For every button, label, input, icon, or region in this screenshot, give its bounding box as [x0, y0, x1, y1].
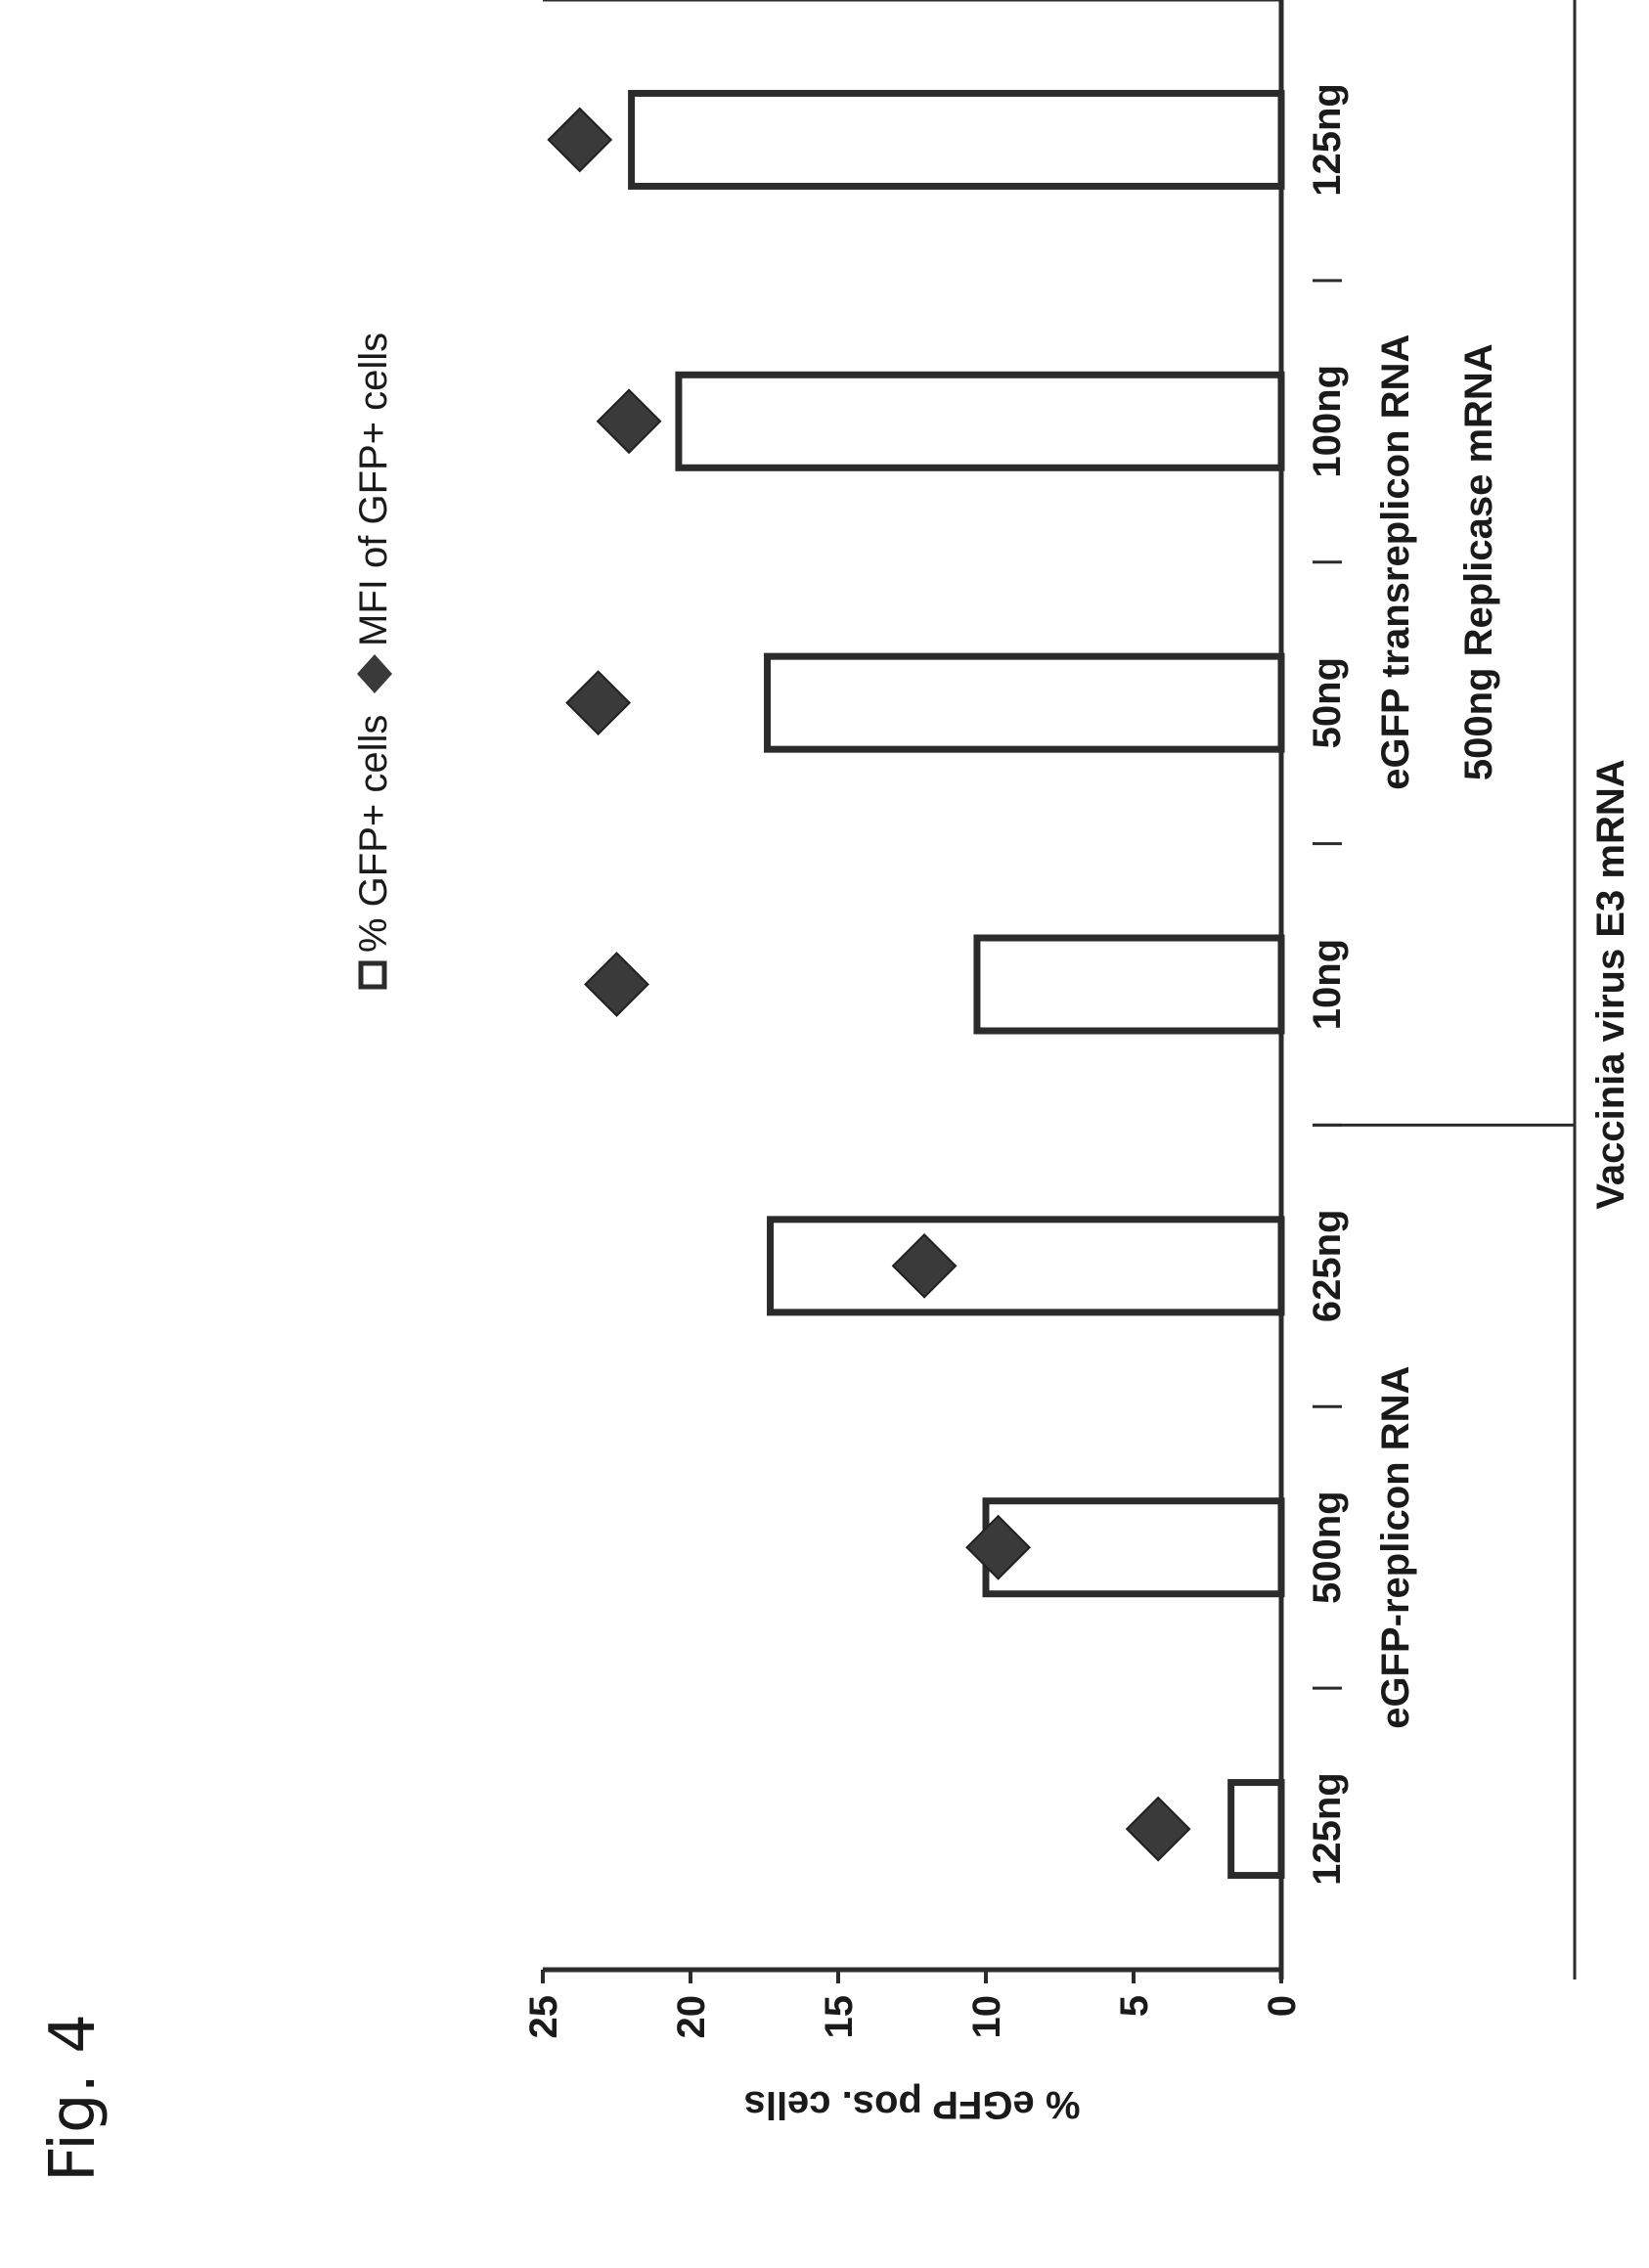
left-tick-label: 25: [522, 1995, 565, 2039]
mfi-marker: [584, 952, 649, 1017]
bar: [764, 652, 1285, 753]
bar: [675, 371, 1285, 471]
left-tick-label: 15: [818, 1995, 861, 2039]
category-label: 10ng: [1306, 939, 1349, 1030]
left-tick-label: 10: [965, 1995, 1008, 2039]
mfi-marker: [965, 1514, 1031, 1580]
bar: [767, 1216, 1285, 1316]
legend-label-markers: MFI of GFP+ cells: [352, 333, 395, 646]
mfi-marker: [1125, 1796, 1191, 1862]
category-label: 625ng: [1306, 1210, 1349, 1323]
group-label-replicase: 500ng Replicase mRNA: [1457, 343, 1500, 780]
left-tick-label: 20: [670, 1995, 713, 2039]
mfi-marker: [596, 388, 662, 455]
mfi-marker: [891, 1232, 958, 1299]
bar: [1227, 1779, 1285, 1880]
legend-diamond-swatch: [357, 654, 392, 693]
category-label: 125ng: [1306, 83, 1349, 197]
left-tick-label: 5: [1113, 1995, 1156, 2017]
category-label: 125ng: [1306, 1772, 1349, 1886]
left-tick-label: 0: [1261, 1995, 1304, 2017]
legend-label-bars: % GFP+ cells: [352, 715, 395, 953]
mfi-marker: [565, 670, 632, 736]
category-label: 100ng: [1306, 365, 1349, 478]
group-label-replicon: eGFP-replicon RNA: [1374, 1366, 1417, 1729]
bottom-group-label: Vaccinia virus E3 mRNA: [1589, 759, 1632, 1209]
group-label-transreplicon: eGFP transreplicon RNA: [1374, 334, 1417, 790]
mfi-marker: [547, 107, 613, 173]
category-label: 500ng: [1306, 1490, 1349, 1604]
bar: [973, 934, 1285, 1035]
bar: [628, 89, 1285, 190]
category-label: 50ng: [1306, 657, 1349, 748]
left-axis-label: % eGFP pos. cells: [744, 2083, 1081, 2126]
legend-bar-swatch: [358, 960, 387, 990]
